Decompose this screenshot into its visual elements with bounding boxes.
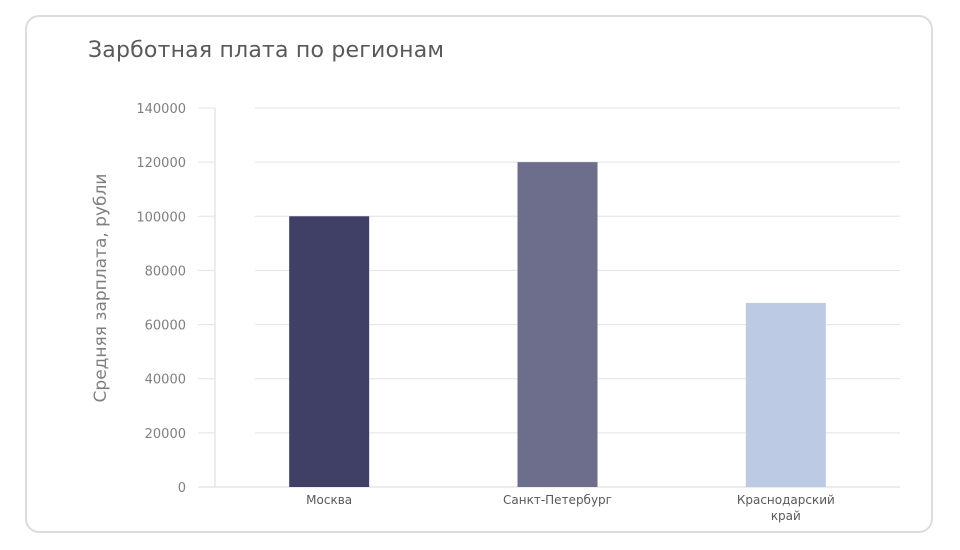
y-tick-label: 40000 — [145, 373, 186, 388]
x-category-label: край — [771, 509, 801, 523]
y-tick-label: 140000 — [136, 102, 186, 117]
y-tick-label: 120000 — [136, 156, 186, 171]
x-category-label: Краснодарский — [737, 493, 835, 507]
bar — [517, 162, 598, 487]
x-category-label: Санкт-Петербург — [503, 493, 612, 507]
chart-title: Зарботная плата по регионам — [88, 38, 445, 63]
y-tick-label: 0 — [178, 481, 186, 496]
x-category-label: Москва — [306, 493, 352, 507]
x-category-labels: Москва Санкт-Петербург Краснодарский край — [306, 493, 835, 523]
y-axis-title: Средняя зарплата, рубли — [91, 174, 111, 403]
y-tick-label: 20000 — [145, 427, 186, 442]
bars — [289, 162, 826, 488]
y-tick-label: 80000 — [145, 264, 186, 279]
y-tick-labels: 0 20000 40000 60000 80000 100000 120000 140000 — [136, 102, 186, 496]
y-tick-label: 60000 — [145, 319, 186, 334]
bar — [745, 302, 826, 487]
y-tick-label: 100000 — [136, 210, 186, 225]
bar — [289, 216, 370, 488]
